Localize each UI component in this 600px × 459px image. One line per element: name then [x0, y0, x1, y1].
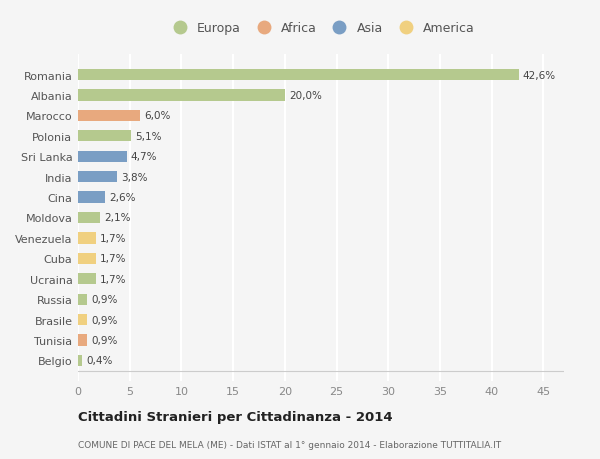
Legend: Europa, Africa, Asia, America: Europa, Africa, Asia, America: [167, 22, 475, 35]
Bar: [78, 355, 82, 366]
Text: COMUNE DI PACE DEL MELA (ME) - Dati ISTAT al 1° gennaio 2014 - Elaborazione TUTT: COMUNE DI PACE DEL MELA (ME) - Dati ISTA…: [78, 441, 501, 449]
Bar: [78, 335, 88, 346]
Text: 4,7%: 4,7%: [131, 152, 157, 162]
Bar: [78, 253, 95, 264]
Bar: [78, 192, 105, 203]
Text: 0,4%: 0,4%: [86, 356, 113, 365]
Text: 1,7%: 1,7%: [100, 274, 126, 284]
Text: 20,0%: 20,0%: [289, 91, 322, 101]
Bar: [78, 294, 88, 305]
Bar: [78, 70, 518, 81]
Bar: [78, 90, 285, 101]
Text: 0,9%: 0,9%: [91, 315, 118, 325]
Bar: [78, 151, 127, 162]
Bar: [78, 111, 140, 122]
Text: 2,1%: 2,1%: [104, 213, 130, 223]
Text: Cittadini Stranieri per Cittadinanza - 2014: Cittadini Stranieri per Cittadinanza - 2…: [78, 410, 392, 423]
Text: 5,1%: 5,1%: [135, 132, 161, 141]
Text: 3,8%: 3,8%: [121, 172, 148, 182]
Text: 6,0%: 6,0%: [144, 111, 170, 121]
Text: 0,9%: 0,9%: [91, 295, 118, 304]
Bar: [78, 314, 88, 325]
Text: 2,6%: 2,6%: [109, 193, 136, 203]
Bar: [78, 172, 117, 183]
Text: 42,6%: 42,6%: [523, 71, 556, 80]
Text: 1,7%: 1,7%: [100, 233, 126, 243]
Bar: [78, 274, 95, 285]
Bar: [78, 131, 131, 142]
Text: 1,7%: 1,7%: [100, 254, 126, 264]
Text: 0,9%: 0,9%: [91, 335, 118, 345]
Bar: [78, 213, 100, 224]
Bar: [78, 233, 95, 244]
